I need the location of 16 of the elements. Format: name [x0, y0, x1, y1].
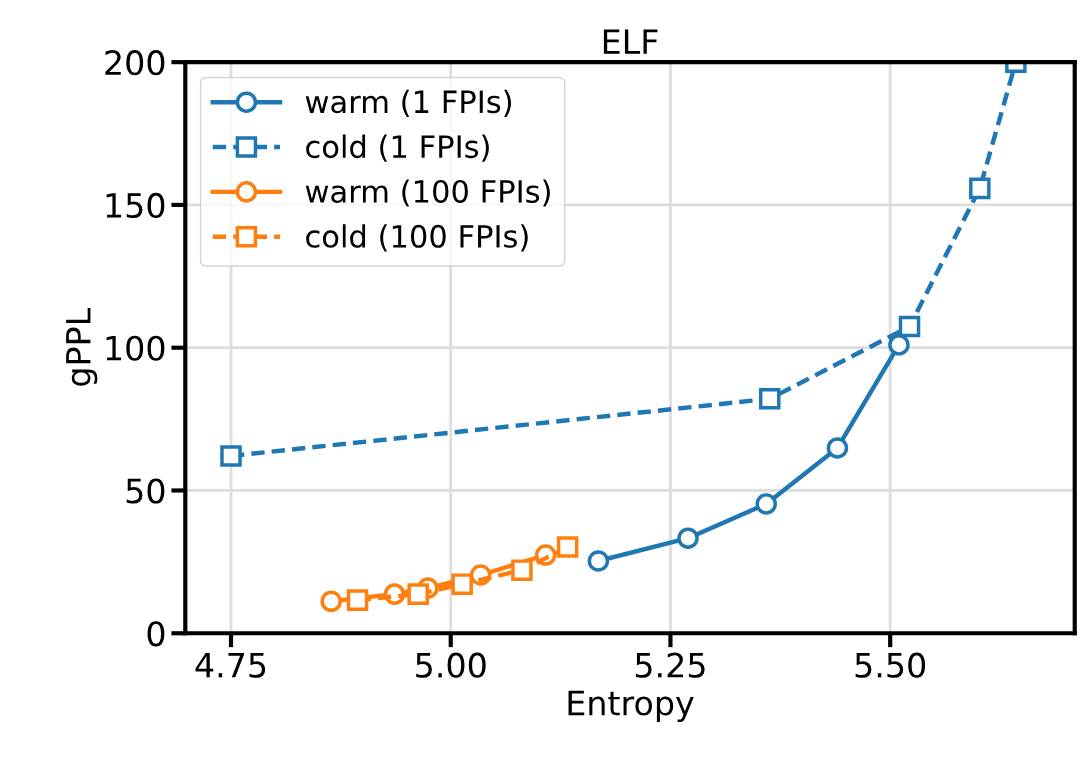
chart-title: ELF	[603, 29, 658, 54]
legend-label: cold (100 FPIs)	[306, 224, 528, 252]
legend-label: warm (100 FPIs)	[305, 179, 550, 207]
y-tick-label: 100	[106, 335, 165, 361]
x-tick-label: 5.00	[416, 652, 486, 678]
y-tick-label: 50	[126, 478, 165, 504]
y-tick-label: 150	[106, 192, 165, 219]
x-axis-title: Entropy	[568, 690, 694, 723]
y-tick-label: 0	[147, 621, 165, 647]
legend-label: warm (1 FPIs)	[305, 89, 511, 117]
x-tick-label: 5.25	[635, 652, 705, 678]
y-tick-label: 200	[105, 50, 165, 76]
x-tick-label: 5.50	[855, 652, 926, 678]
y-axis-title: gPPL	[66, 307, 98, 386]
x-tick-label: 4.75	[195, 653, 266, 678]
legend-label: cold (1 FPIs)	[306, 134, 489, 162]
